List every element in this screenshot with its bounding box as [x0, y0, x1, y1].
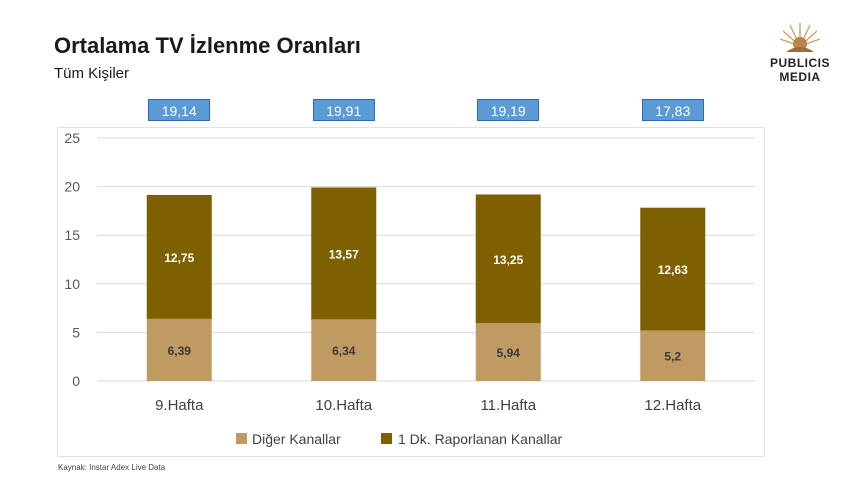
bar-segment — [146, 194, 212, 319]
legend-swatch — [236, 433, 247, 444]
legend-swatch — [381, 433, 392, 444]
bar-segment — [475, 194, 541, 324]
lion-sun-emblem-icon — [779, 23, 821, 52]
logo-line-1: PUBLICIS — [769, 56, 830, 70]
publicis-media-logo: PUBLICIS MEDIA — [762, 20, 838, 86]
data-label: 13,57 — [329, 247, 359, 261]
total-value-box: 19,91 — [312, 99, 375, 121]
chart-subtitle: Tüm Kişiler — [54, 65, 130, 82]
legend-label: Diğer Kanallar — [252, 431, 341, 447]
chart-area — [57, 127, 765, 457]
x-tick-label: 12.Hafta — [644, 397, 701, 414]
bar-segment — [146, 318, 212, 381]
logo-line-2: MEDIA — [779, 70, 821, 84]
data-label: 6,34 — [332, 344, 356, 358]
x-tick-label: 10.Hafta — [315, 397, 372, 414]
bar-segment — [311, 187, 377, 320]
y-tick-label: 25 — [64, 130, 80, 146]
legend-label: 1 Dk. Raporlanan Kanallar — [398, 431, 563, 447]
bar-segment — [640, 330, 706, 381]
total-value-box: 19,19 — [477, 99, 540, 121]
total-value-box: 19,14 — [148, 99, 211, 121]
total-value-box: 17,83 — [641, 99, 704, 121]
y-tick-label: 10 — [64, 276, 80, 292]
chart-title: Ortalama TV İzlenme Oranları — [54, 33, 361, 58]
x-tick-label: 11.Hafta — [480, 397, 536, 414]
y-tick-label: 15 — [64, 227, 80, 243]
data-label: 5,94 — [497, 346, 521, 360]
y-tick-label: 0 — [72, 373, 80, 389]
data-label: 5,2 — [664, 350, 681, 364]
x-tick-label: 9.Hafta — [155, 397, 204, 414]
y-tick-label: 20 — [64, 179, 80, 195]
data-label: 12,63 — [658, 263, 688, 277]
data-label: 13,25 — [493, 253, 523, 267]
y-tick-label: 5 — [72, 324, 80, 340]
data-label: 6,39 — [168, 344, 192, 358]
bar-segment — [475, 323, 541, 381]
data-label: 12,75 — [164, 251, 194, 265]
bar-segment — [640, 207, 706, 331]
source-note: Kaynak: Instar Adex Live Data — [58, 463, 166, 472]
bar-segment — [311, 319, 377, 381]
